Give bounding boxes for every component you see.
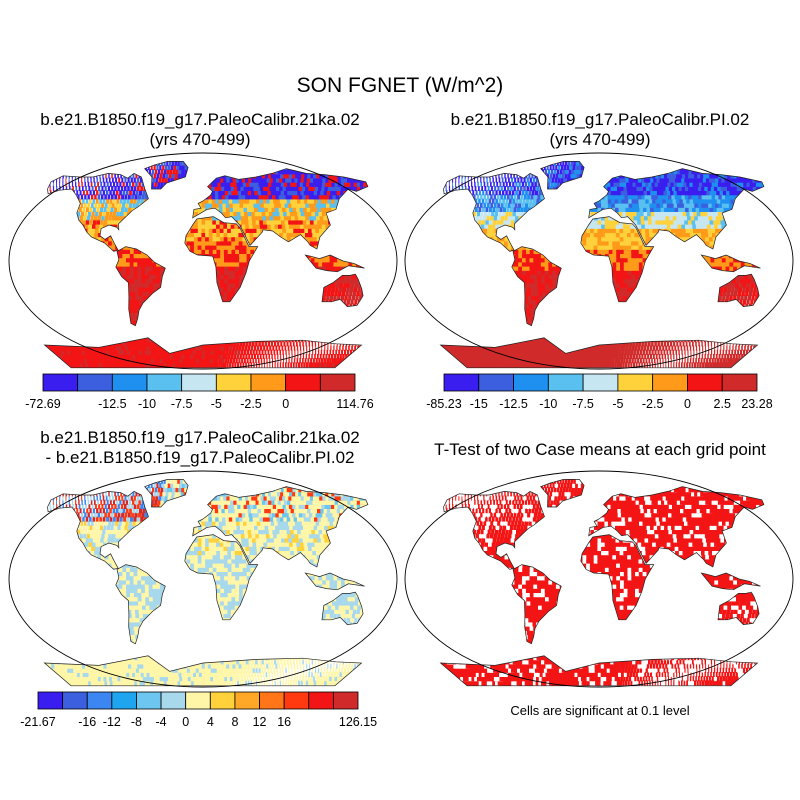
colorbar-tick-label: 0 <box>282 397 289 411</box>
map-outline <box>8 470 398 688</box>
panel-2-title-line1: b.e21.B1850.f19_g17.PaleoCalibr.PI.02 <box>400 110 800 130</box>
colorbar-swatch <box>62 691 88 710</box>
panel-4-title: T-Test of two Case means at each grid po… <box>400 440 800 460</box>
colorbar-tick-label: -12 <box>103 715 121 729</box>
map-panel-2 <box>404 152 794 370</box>
panel-4-title-line1: T-Test of two Case means at each grid po… <box>400 440 800 460</box>
colorbar-swatch <box>721 373 758 392</box>
colorbar-tick-label: 16 <box>277 715 291 729</box>
colorbar-tick-label: -15 <box>470 397 488 411</box>
colorbar-swatch <box>582 373 619 392</box>
colorbar-tick-label: -21.67 <box>20 715 55 729</box>
colorbar-swatch <box>283 691 310 710</box>
land-field <box>440 161 764 368</box>
map-panel-4 <box>404 470 794 688</box>
colorbar-swatch <box>111 373 148 392</box>
colorbar-swatch <box>443 373 480 392</box>
map-panel-3 <box>8 470 398 688</box>
colorbar-swatch <box>146 373 183 392</box>
colorbar-swatch <box>77 373 113 392</box>
map-outline <box>8 152 398 370</box>
colorbar-swatch <box>319 373 356 392</box>
colorbar-tick-label: 0 <box>182 715 189 729</box>
colorbar-tick-label: -7.5 <box>572 397 594 411</box>
map-outline <box>404 470 794 688</box>
colorbar-swatch <box>185 691 211 710</box>
figure-title: SON FGNET (W/m^2) <box>0 74 800 98</box>
map-panel-1 <box>8 152 398 370</box>
colorbar-swatch <box>86 691 113 710</box>
panel-3-title-line1: b.e21.B1850.f19_g17.PaleoCalibr.21ka.02 <box>0 428 400 448</box>
colorbar-tick-label: -2.5 <box>642 397 664 411</box>
coastlines <box>43 479 369 687</box>
colorbar-tick-label: -2.5 <box>240 397 262 411</box>
colorbar-swatch <box>617 373 654 392</box>
panel-3-title: b.e21.B1850.f19_g17.PaleoCalibr.21ka.02 … <box>0 428 400 468</box>
colorbar-tick-label: 126.15 <box>339 715 377 729</box>
colorbar-tick-label: -10 <box>539 397 557 411</box>
colorbar-swatch <box>285 373 321 392</box>
colorbar-swatch <box>250 373 287 392</box>
colorbar-panel-2: -85.23 -15 -12.5 -10 -7.5 -5 -2.5 0 2.5 23.28 <box>426 373 773 411</box>
colorbar-swatch <box>332 691 359 710</box>
land-field <box>44 161 368 368</box>
colorbar-tick-label: -5 <box>612 397 623 411</box>
colorbar-tick-label: -10 <box>138 397 156 411</box>
map-outline <box>404 152 794 370</box>
coastlines <box>439 479 765 687</box>
colorbar-tick-label: 0 <box>684 397 691 411</box>
colorbar-tick-label: 8 <box>231 715 238 729</box>
colorbar-tick-label: -5 <box>211 397 222 411</box>
colorbar-panel-1: -72.69 -12.5 -10 -7.5 -5 -2.5 0 114.76 <box>25 373 374 411</box>
colorbar-swatch <box>687 373 723 392</box>
panel-3-title-line2: - b.e21.B1850.f19_g17.PaleoCalibr.PI.02 <box>0 448 400 468</box>
significance-note: Cells are significant at 0.1 level <box>400 703 800 718</box>
colorbar-swatch <box>160 691 187 710</box>
colorbar-swatch <box>37 691 64 710</box>
colorbar-tick-label: -7.5 <box>171 397 193 411</box>
panel-1-title-line2: (yrs 470-499) <box>0 130 400 150</box>
colorbar-swatch <box>478 373 514 392</box>
colorbar-swatch <box>181 373 217 392</box>
colorbar-swatch <box>513 373 549 392</box>
colorbar-tick-label: 2.5 <box>714 397 731 411</box>
colorbar-swatch <box>111 691 137 710</box>
colorbar-tick-label: -72.69 <box>25 397 60 411</box>
colorbar-swatch <box>308 691 334 710</box>
land-field <box>44 479 368 686</box>
panel-2-title-line2: (yrs 470-499) <box>400 130 800 150</box>
colorbar-tick-label: 114.76 <box>336 397 373 411</box>
colorbar-tick-label: -85.23 <box>426 397 461 411</box>
colorbar-tick-label: -4 <box>156 715 167 729</box>
colorbar-swatch <box>259 691 285 710</box>
panel-2-title: b.e21.B1850.f19_g17.PaleoCalibr.PI.02 (y… <box>400 110 800 150</box>
coastlines <box>43 161 369 369</box>
colorbar-panel-3: -21.67 -16 -12 -8 -4 0 4 8 12 16 126.15 <box>20 691 377 729</box>
colorbar-tick-label: 12 <box>253 715 267 729</box>
colorbar-swatch <box>209 691 236 710</box>
colorbar-swatch <box>652 373 688 392</box>
colorbar-swatch <box>234 691 260 710</box>
panel-1-title: b.e21.B1850.f19_g17.PaleoCalibr.21ka.02 … <box>0 110 400 150</box>
colorbar-swatch <box>215 373 252 392</box>
colorbar-tick-label: -12.5 <box>98 397 127 411</box>
colorbar-tick-label: 4 <box>207 715 214 729</box>
colorbar-swatch <box>42 373 79 392</box>
colorbar-tick-label: -16 <box>78 715 96 729</box>
coastlines <box>439 161 765 369</box>
colorbar-swatch <box>547 373 584 392</box>
colorbar-tick-label: -8 <box>131 715 142 729</box>
colorbar-tick-label: 23.28 <box>741 397 772 411</box>
colorbar-tick-label: -12.5 <box>499 397 528 411</box>
panel-1-title-line1: b.e21.B1850.f19_g17.PaleoCalibr.21ka.02 <box>0 110 400 130</box>
land-field <box>440 479 764 686</box>
colorbar-swatch <box>136 691 162 710</box>
